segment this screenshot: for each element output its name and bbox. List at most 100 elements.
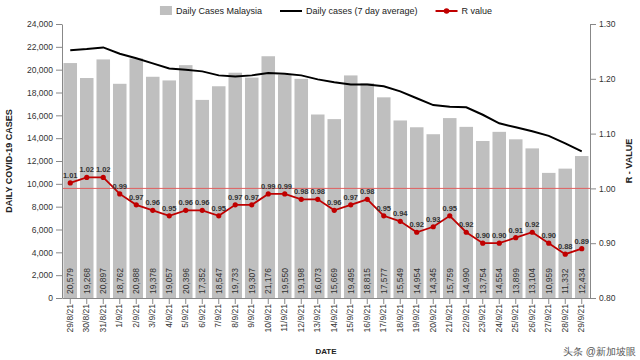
tick (590, 298, 596, 299)
tick (590, 134, 596, 135)
tick-label: 21/9/21 (444, 304, 454, 333)
tick (56, 207, 62, 208)
point-label: 0.92 (525, 220, 540, 229)
legend-item: Daily Cases Malaysia (160, 6, 262, 16)
bar-label: 19,307 (247, 268, 257, 294)
tick-group: 7/9/21 (213, 298, 223, 328)
line (70, 177, 582, 254)
marker (497, 241, 502, 246)
tick (56, 93, 62, 94)
point-label: 0.96 (327, 198, 342, 207)
tick-group: 1.10 (590, 129, 616, 139)
point-label: 0.96 (195, 198, 210, 207)
tick (590, 188, 596, 189)
point-label: 0.89 (574, 237, 589, 246)
marker (266, 191, 271, 196)
x-axis: 29/8/2130/8/2131/8/211/9/212/9/213/9/214… (63, 298, 591, 332)
point-label: 0.90 (541, 231, 556, 240)
tick (367, 298, 368, 304)
y2-axis-title: R - VALUE (624, 139, 634, 183)
tick (400, 298, 401, 304)
tick (383, 298, 384, 304)
tick-label: 4,000 (32, 248, 54, 258)
tick-group: 12,000 (27, 156, 62, 166)
tick-label: 16/9/21 (362, 304, 372, 333)
bar (294, 79, 308, 298)
marker (431, 224, 436, 229)
legend-item: R value (436, 6, 493, 16)
bar (525, 148, 539, 298)
tick-group: 8/9/21 (230, 298, 240, 328)
tick-label: 23/9/21 (477, 304, 487, 333)
marker (348, 202, 353, 207)
bar-label: 19,057 (164, 268, 174, 294)
bar-label: 16,073 (313, 268, 323, 294)
tick (433, 298, 434, 304)
bar (377, 97, 391, 298)
marker (332, 208, 337, 213)
tick-label: 6,000 (32, 225, 54, 235)
tick (301, 298, 302, 304)
tick (70, 298, 71, 304)
legend-item: Daily cases (7 day average) (280, 6, 418, 16)
tick-label: 24,000 (27, 19, 53, 29)
tick-label: 10,000 (27, 179, 53, 189)
bar-label: 20,396 (181, 268, 191, 294)
tick-label: 11/9/21 (279, 304, 289, 332)
point-label: 0.95 (442, 204, 457, 213)
bar (575, 156, 589, 298)
tick (136, 298, 137, 304)
marker (447, 213, 452, 218)
tick (56, 275, 62, 276)
tick (56, 24, 62, 25)
tick (103, 298, 104, 304)
bar (179, 65, 193, 298)
bar (245, 78, 259, 298)
tick-label: 2/9/21 (131, 304, 141, 328)
point-label: 0.98 (360, 187, 375, 196)
tick (590, 243, 596, 244)
bar-label: 12,434 (577, 268, 587, 294)
legend-marker (444, 8, 450, 14)
tick-label: 13/9/21 (312, 304, 322, 333)
bar-label: 19,268 (82, 268, 92, 294)
tick-group: 15/9/21 (345, 298, 355, 332)
tick (565, 298, 566, 304)
tick (581, 298, 582, 304)
tick-label: 18,000 (27, 88, 53, 98)
labels: 20,57919,26820,89718,76220,98819,37819,0… (63, 165, 589, 294)
tick-group: 1.20 (590, 74, 616, 84)
marker (183, 208, 188, 213)
bar-label: 14,954 (412, 268, 422, 294)
tick (284, 298, 285, 304)
axis-line (62, 25, 63, 299)
tick-label: 22,000 (27, 42, 53, 52)
tick-label: 27/9/21 (543, 304, 553, 333)
tick-label: 1.30 (599, 19, 616, 29)
point-label: 0.99 (277, 182, 292, 191)
tick-group: 12/9/21 (296, 298, 306, 332)
bar-label: 17,577 (379, 268, 389, 294)
tick (218, 298, 219, 304)
tick (56, 115, 62, 116)
legend-swatch (160, 6, 172, 15)
tick (416, 298, 417, 304)
bar-label: 13,104 (527, 268, 537, 294)
tick-group: 2/9/21 (131, 298, 141, 328)
point-label: 1.02 (79, 165, 94, 174)
bar-label: 14,990 (461, 268, 471, 294)
tick-group: 8,000 (32, 202, 62, 212)
tick-group: 17/9/21 (378, 298, 388, 332)
marker (101, 175, 106, 180)
bar (509, 139, 523, 298)
tick (56, 138, 62, 139)
bar-label: 15,669 (329, 268, 339, 294)
bar-label: 13,754 (478, 268, 488, 294)
tick-group: 4,000 (32, 248, 62, 258)
tick-label: 26/9/21 (527, 304, 537, 333)
bar-label: 19,495 (346, 268, 356, 294)
tick-group: 26/9/21 (527, 298, 537, 332)
axis-line (590, 25, 591, 299)
marker (117, 191, 122, 196)
tick-label: 1.10 (599, 129, 616, 139)
